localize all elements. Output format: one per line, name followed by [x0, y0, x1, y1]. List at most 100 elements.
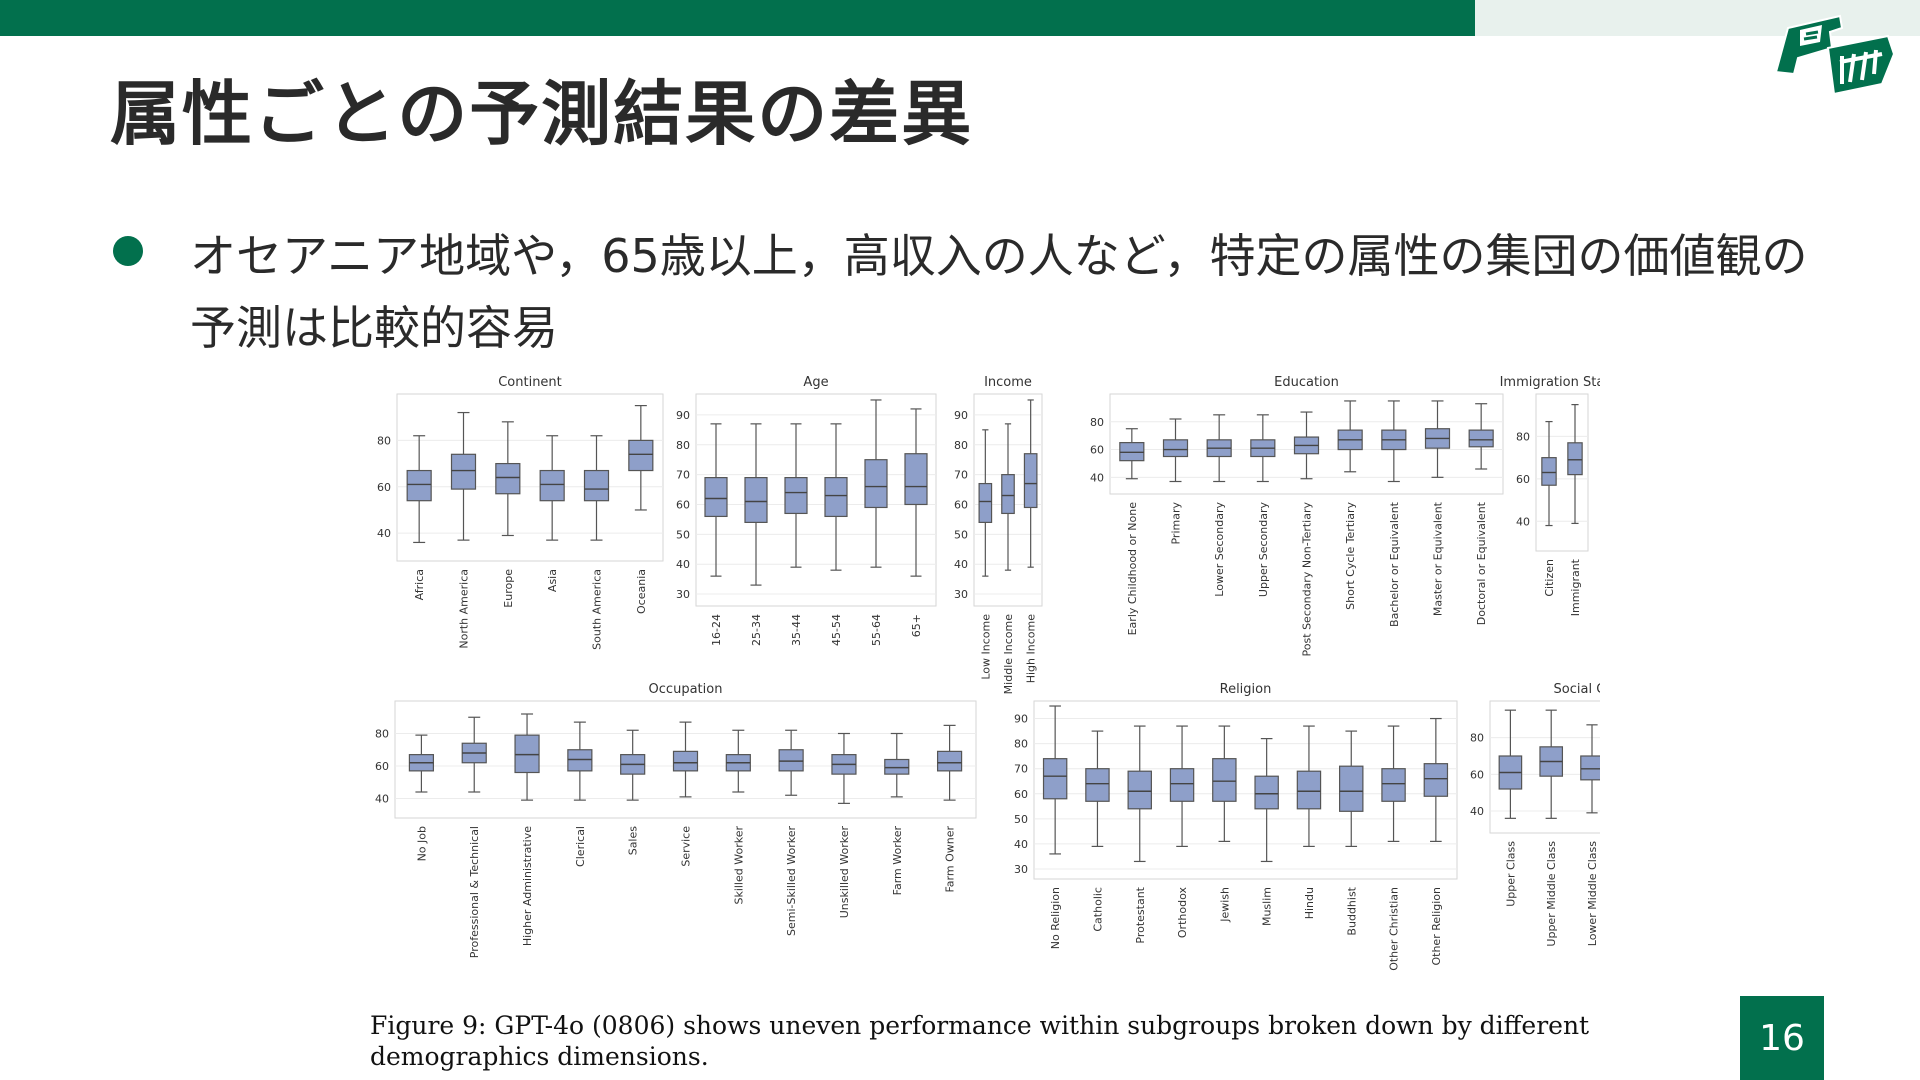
- y-tick-label: 40: [1014, 838, 1028, 851]
- y-tick-label: 80: [1090, 416, 1104, 429]
- panel-title: Occupation: [649, 682, 723, 697]
- box: [1541, 457, 1557, 486]
- category-label: 25-34: [750, 614, 763, 646]
- box: [784, 477, 808, 515]
- category-label: No Religion: [1049, 887, 1062, 949]
- y-tick-label: 30: [676, 588, 690, 601]
- y-tick-label: 80: [375, 728, 389, 741]
- box: [1085, 768, 1110, 802]
- y-tick-label: 80: [1470, 732, 1484, 745]
- box: [1254, 775, 1279, 810]
- box: [539, 469, 565, 502]
- box: [824, 477, 848, 518]
- y-tick-label: 60: [377, 481, 391, 494]
- category-label: Sales: [627, 826, 640, 856]
- category-label: 55-64: [870, 614, 883, 646]
- category-label: Protestant: [1134, 886, 1147, 943]
- category-label: Lower Secondary: [1213, 502, 1226, 597]
- figure-caption: Figure 9: GPT-4o (0806) shows uneven per…: [370, 1011, 1590, 1071]
- category-label: Unskilled Worker: [838, 826, 851, 919]
- y-tick-label: 80: [1014, 738, 1028, 751]
- category-label: Doctoral or Equivalent: [1475, 501, 1488, 625]
- category-label: 45-54: [830, 614, 843, 646]
- y-tick-label: 80: [1516, 430, 1530, 443]
- boxplot-panel-5: Occupation 40 60 80 No Job Professional & Tec…: [375, 682, 977, 958]
- y-tick-label: 90: [676, 409, 690, 422]
- y-tick-label: 60: [676, 498, 690, 511]
- box: [514, 734, 540, 774]
- y-tick-label: 60: [1090, 444, 1104, 457]
- box: [1127, 770, 1152, 810]
- category-label: North America: [458, 569, 471, 649]
- box: [672, 750, 699, 772]
- box: [1162, 439, 1189, 458]
- y-tick-label: 40: [676, 558, 690, 571]
- y-tick-label: 60: [1516, 473, 1530, 486]
- category-label: Early Childhood or None: [1126, 502, 1139, 636]
- panel-title: Immigration Status: [1500, 375, 1600, 390]
- category-label: Farm Worker: [891, 826, 904, 896]
- category-label: Service: [680, 826, 693, 867]
- page-title: 属性ごとの予測結果の差異: [110, 73, 974, 155]
- y-tick-label: 60: [1470, 768, 1484, 781]
- box: [744, 477, 768, 523]
- category-label: Other Christian: [1388, 887, 1401, 971]
- boxplot-figure: Continent 40 60 80 Africa North America Europe…: [360, 366, 1695, 996]
- y-tick-label: 40: [1090, 471, 1104, 484]
- box: [884, 758, 910, 775]
- category-label: Post Secondary Non-Tertiary: [1301, 502, 1314, 657]
- y-tick-label: 40: [375, 793, 389, 806]
- panel-title: Religion: [1220, 682, 1272, 697]
- top-accent-bar: [0, 0, 1475, 36]
- category-label: Skilled Worker: [732, 826, 745, 905]
- y-tick-label: 90: [954, 409, 968, 422]
- category-label: 16-24: [710, 614, 723, 646]
- box: [628, 439, 654, 472]
- y-tick-label: 90: [1014, 713, 1028, 726]
- category-label: Upper Class: [1504, 841, 1517, 907]
- box: [583, 469, 610, 502]
- category-label: Catholic: [1091, 887, 1104, 932]
- box: [495, 462, 521, 495]
- box: [864, 459, 888, 509]
- category-label: Primary: [1170, 502, 1183, 545]
- y-tick-label: 60: [954, 498, 968, 511]
- y-tick-label: 70: [676, 469, 690, 482]
- box: [1580, 755, 1604, 781]
- y-tick-label: 30: [1014, 863, 1028, 876]
- box: [1212, 758, 1237, 802]
- category-label: Immigrant: [1569, 558, 1582, 616]
- category-label: Short Cycle Tertiary: [1344, 502, 1357, 610]
- y-tick-label: 50: [1014, 813, 1028, 826]
- box: [1339, 765, 1364, 812]
- y-tick-label: 60: [1014, 788, 1028, 801]
- box: [406, 469, 432, 502]
- box: [1023, 453, 1038, 509]
- category-label: Clerical: [574, 826, 587, 867]
- box: [1169, 768, 1195, 802]
- boxplot-svg: Continent 40 60 80 Africa North America Europe…: [375, 375, 1695, 971]
- category-label: Citizen: [1543, 559, 1556, 597]
- boxplot-panel-7: Social Class 40 60 80 Upper Class Upper Middl…: [1470, 682, 1695, 947]
- boxplot-panel-3: Education 40 60 80 Early Childhood or None Pr…: [1090, 375, 1504, 657]
- y-tick-label: 50: [954, 528, 968, 541]
- y-tick-label: 40: [1470, 805, 1484, 818]
- university-logo-icon: [1770, 8, 1905, 98]
- category-label: Upper Secondary: [1257, 502, 1270, 598]
- category-label: Semi-Skilled Worker: [785, 826, 798, 936]
- category-label: Muslim: [1261, 887, 1274, 926]
- category-label: Jewish: [1218, 887, 1231, 923]
- category-label: Low Income: [979, 614, 992, 680]
- bullet-marker: [113, 236, 143, 266]
- panel-title: Education: [1274, 375, 1339, 390]
- category-label: No Job: [415, 826, 428, 861]
- y-tick-label: 80: [954, 439, 968, 452]
- y-tick-label: 30: [954, 588, 968, 601]
- category-label: Oceania: [635, 569, 648, 614]
- category-label: Africa: [413, 569, 426, 600]
- y-tick-label: 40: [377, 527, 391, 540]
- y-tick-label: 50: [676, 528, 690, 541]
- panel-frame: [695, 393, 937, 607]
- panel-frame: [396, 393, 664, 562]
- box: [1423, 763, 1449, 797]
